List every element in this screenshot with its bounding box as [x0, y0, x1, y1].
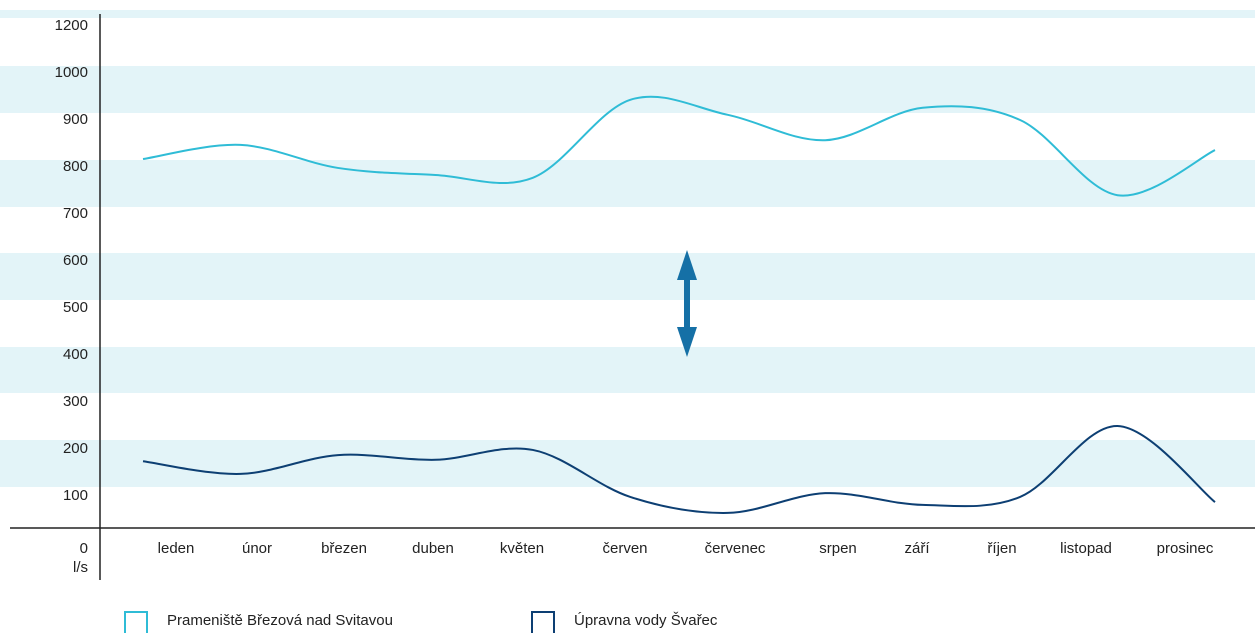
y-tick-label: 200 [63, 440, 88, 457]
band [0, 66, 1255, 113]
y-tick-label: 800 [63, 158, 88, 175]
legend-swatch [124, 611, 148, 635]
band [0, 347, 1255, 393]
legend-label: Úpravna vody Švařec [574, 612, 718, 629]
x-tick-label: červen [602, 540, 647, 557]
band [0, 440, 1255, 487]
x-tick-label: leden [158, 540, 195, 557]
x-tick-label: prosinec [1157, 540, 1214, 557]
x-tick-label: duben [412, 540, 454, 557]
line [142, 424, 1216, 514]
y-tick-label: 0 [80, 540, 88, 557]
y-tick-label: 400 [63, 346, 88, 363]
bands [0, 10, 1255, 487]
line [142, 95, 1216, 197]
y-tick-label: 1200 [55, 17, 88, 34]
x-tick-label: říjen [987, 540, 1016, 557]
y-tick-label: 100 [63, 487, 88, 504]
x-tick-label: květen [500, 540, 544, 557]
unit-label: l/s [73, 559, 88, 576]
x-tick-label: listopad [1060, 540, 1112, 557]
band [0, 253, 1255, 300]
band [0, 10, 1255, 18]
x-tick-label: srpen [819, 540, 857, 557]
y-tick-label: 900 [63, 111, 88, 128]
y-tick-label: 700 [63, 205, 88, 222]
y-tick-label: 300 [63, 393, 88, 410]
x-tick-label: září [904, 540, 930, 557]
double-arrow [677, 250, 697, 357]
y-tick-label: 500 [63, 299, 88, 316]
y-tick-label: 1000 [55, 64, 88, 81]
x-tick-label: březen [321, 540, 367, 557]
arrow-head [677, 327, 697, 357]
arrow-shaft [684, 272, 690, 334]
x-tick-label: únor [242, 540, 272, 557]
arrow-head [677, 250, 697, 280]
y-tick-label: 600 [63, 252, 88, 269]
x-tick-label: červenec [705, 540, 766, 557]
band [0, 160, 1255, 207]
legend-label: Prameniště Březová nad Svitavou [167, 612, 393, 629]
legend-swatch [531, 611, 555, 635]
